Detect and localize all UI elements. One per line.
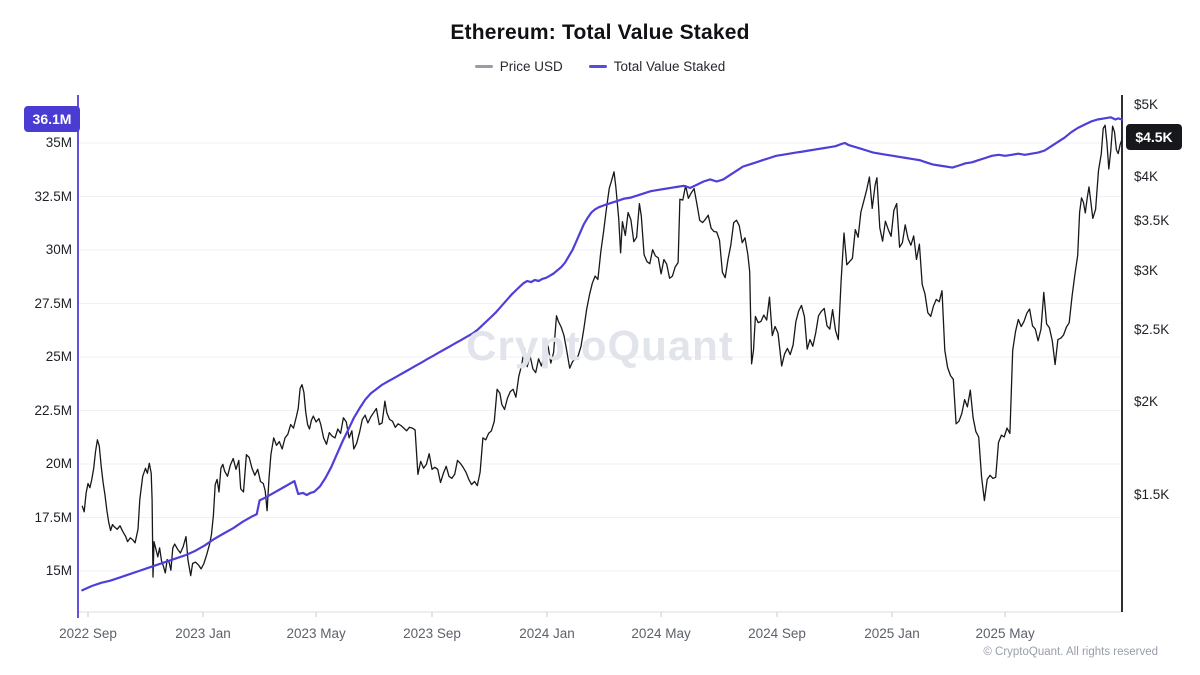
y-axis-left-tick-label: 17.5M (34, 509, 72, 525)
y-axis-right-tick-label: $4K (1134, 169, 1159, 185)
y-axis-right-tick-label: $3.5K (1134, 212, 1170, 228)
y-axis-left-tick-label: 30M (45, 242, 72, 257)
legend-item[interactable]: Price USD (474, 59, 563, 74)
footer-copyright: © CryptoQuant. All rights reserved (983, 646, 1158, 658)
y-axis-right-tick-label: $3K (1134, 262, 1159, 278)
staked-value-badge: 36.1M (24, 106, 80, 133)
x-axis-tick-label: 2023 Sep (403, 626, 461, 641)
legend-item[interactable]: Total Value Staked (588, 59, 726, 74)
y-axis-right-tick-label: $5K (1134, 97, 1159, 113)
y-axis-left-tick-label: 27.5M (34, 295, 72, 311)
x-axis-tick-label: 2024 Sep (748, 626, 806, 641)
x-axis-tick-label: 2023 Jan (175, 626, 231, 641)
chart-legend: Price USD Total Value Staked (0, 59, 1200, 74)
legend-label: Total Value Staked (613, 59, 726, 74)
total-value-staked-legend-dash-icon (588, 65, 607, 68)
y-axis-left-tick-label: 15M (45, 563, 72, 578)
y-axis-right-tick-label: $2K (1134, 394, 1159, 409)
chart-title: Ethereum: Total Value Staked (450, 21, 750, 44)
x-axis-tick-label: 2025 Jan (864, 626, 920, 641)
x-axis-tick-label: 2025 May (975, 626, 1035, 641)
y-axis-left-tick-label: 25M (45, 349, 72, 364)
price-usd-line (81, 124, 1123, 578)
x-axis-tick-label: 2022 Sep (59, 626, 117, 641)
legend-label: Price USD (499, 59, 563, 74)
price-value-badge: $4.5K (1126, 124, 1182, 151)
y-axis-right-tick-label: $2.5K (1134, 321, 1170, 337)
y-axis-left-tick-label: 22.5M (34, 402, 72, 418)
y-axis-left-tick-label: 35M (45, 135, 72, 150)
x-axis-tick-label: 2023 May (286, 626, 346, 641)
x-axis-tick-label: 2024 May (631, 626, 691, 641)
total-value-staked-line (81, 116, 1124, 592)
y-axis-right-tick-label: $1.5K (1134, 487, 1170, 503)
price-usd-legend-dash-icon (474, 65, 493, 68)
x-axis-tick-label: 2024 Jan (519, 626, 575, 641)
y-axis-left-tick-label: 32.5M (34, 188, 72, 204)
y-axis-left-tick-label: 20M (45, 456, 72, 471)
